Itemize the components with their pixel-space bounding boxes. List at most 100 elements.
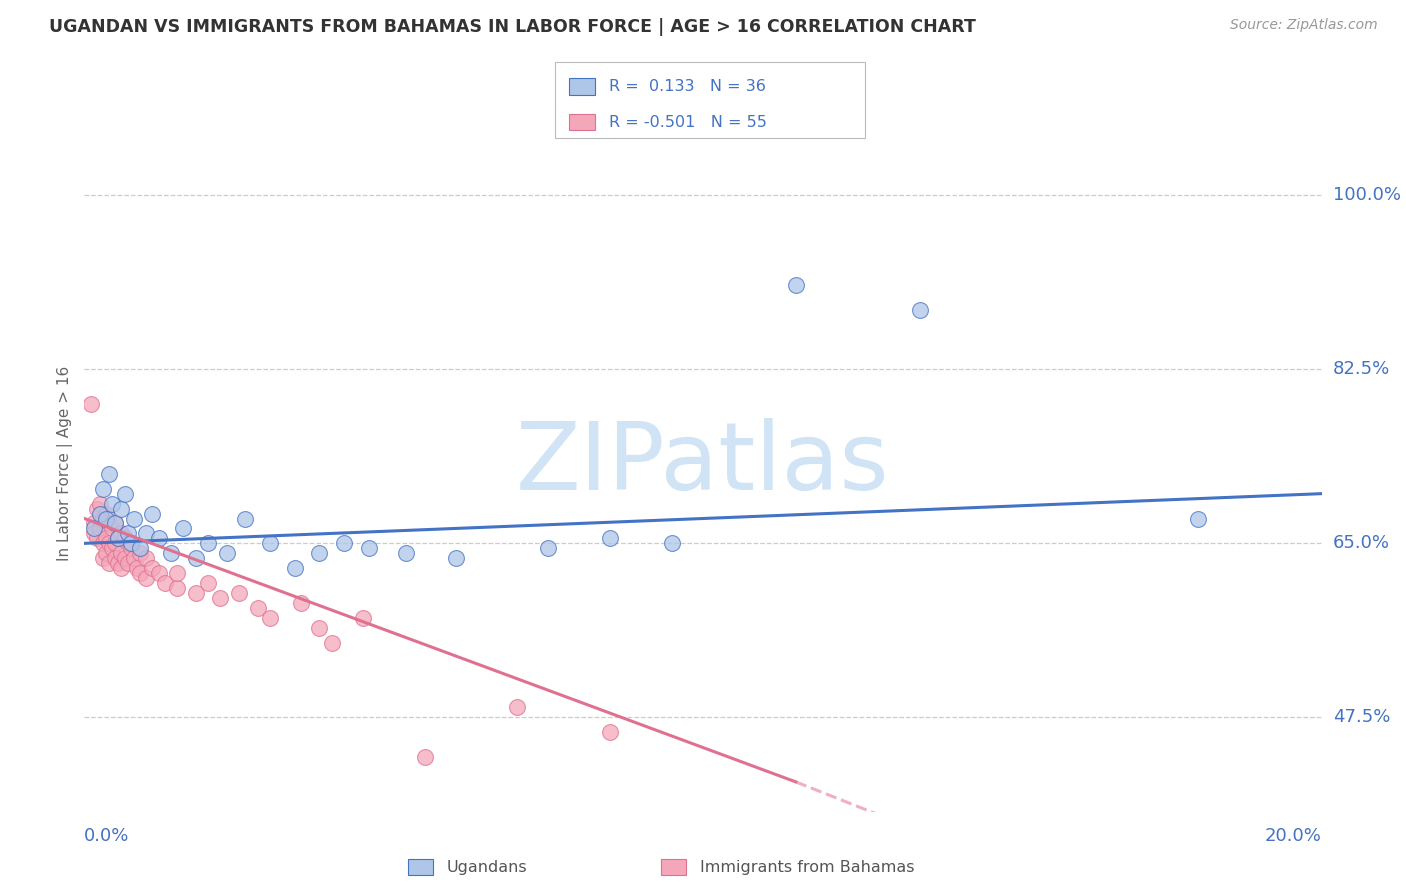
Text: 0.0%: 0.0%	[84, 827, 129, 845]
Point	[333, 536, 356, 550]
Point	[104, 516, 127, 531]
Point	[785, 277, 807, 292]
Point	[104, 536, 127, 550]
Point	[148, 566, 170, 581]
Text: 47.5%: 47.5%	[1333, 708, 1391, 726]
Point	[120, 541, 142, 556]
Text: Ugandans: Ugandans	[447, 860, 527, 874]
Point	[83, 526, 105, 541]
Text: 100.0%: 100.0%	[1333, 186, 1400, 204]
Point	[184, 551, 207, 566]
Point	[98, 536, 121, 550]
Point	[79, 397, 101, 411]
Point	[321, 636, 343, 650]
Point	[91, 536, 114, 550]
Point	[114, 486, 136, 500]
Point	[129, 546, 152, 560]
Point	[107, 532, 129, 546]
Point	[129, 541, 152, 556]
Point	[352, 611, 374, 625]
Point	[117, 536, 139, 550]
Point	[357, 541, 380, 556]
Point	[599, 725, 621, 739]
Point	[395, 546, 418, 560]
Point	[114, 532, 136, 546]
Point	[101, 497, 124, 511]
Point	[259, 611, 281, 625]
Text: Immigrants from Bahamas: Immigrants from Bahamas	[700, 860, 915, 874]
Point	[117, 526, 139, 541]
Point	[122, 551, 145, 566]
Point	[259, 536, 281, 550]
Point	[125, 561, 148, 575]
Point	[129, 566, 152, 581]
Point	[83, 521, 105, 535]
Point	[197, 576, 219, 591]
Point	[104, 551, 127, 566]
Text: R = -0.501   N = 55: R = -0.501 N = 55	[609, 115, 766, 129]
Point	[122, 511, 145, 525]
Text: 20.0%: 20.0%	[1265, 827, 1322, 845]
Point	[233, 511, 256, 525]
Point	[94, 507, 117, 521]
Point	[98, 516, 121, 531]
Point	[661, 536, 683, 550]
Point	[172, 521, 194, 535]
Point	[135, 571, 157, 585]
Point	[141, 507, 163, 521]
Point	[98, 556, 121, 570]
Point	[135, 551, 157, 566]
Point	[537, 541, 560, 556]
Point	[135, 526, 157, 541]
Point	[101, 541, 124, 556]
Point	[141, 561, 163, 575]
Point	[308, 621, 330, 635]
Point	[94, 532, 117, 546]
Point	[89, 521, 111, 535]
Point	[506, 700, 529, 714]
Point	[209, 591, 232, 605]
Y-axis label: In Labor Force | Age > 16: In Labor Force | Age > 16	[58, 367, 73, 561]
Point	[413, 750, 436, 764]
Point	[197, 536, 219, 550]
Point	[1187, 511, 1209, 525]
Point	[110, 546, 132, 560]
Point	[101, 521, 124, 535]
Point	[104, 516, 127, 531]
Point	[107, 556, 129, 570]
Point	[908, 302, 931, 317]
Point	[86, 532, 108, 546]
Point	[444, 551, 467, 566]
Text: 65.0%: 65.0%	[1333, 534, 1389, 552]
Text: 82.5%: 82.5%	[1333, 360, 1391, 378]
Point	[308, 546, 330, 560]
Point	[120, 536, 142, 550]
Point	[290, 596, 312, 610]
Point	[94, 511, 117, 525]
Point	[166, 566, 188, 581]
Point	[83, 516, 105, 531]
Point	[117, 556, 139, 570]
Text: UGANDAN VS IMMIGRANTS FROM BAHAMAS IN LABOR FORCE | AGE > 16 CORRELATION CHART: UGANDAN VS IMMIGRANTS FROM BAHAMAS IN LA…	[49, 18, 976, 36]
Point	[107, 532, 129, 546]
Text: R =  0.133   N = 36: R = 0.133 N = 36	[609, 79, 766, 94]
Point	[94, 546, 117, 560]
Text: ZIPatlas: ZIPatlas	[516, 417, 890, 510]
Point	[91, 511, 114, 525]
Point	[91, 482, 114, 496]
Point	[153, 576, 176, 591]
Point	[91, 551, 114, 566]
Point	[98, 467, 121, 481]
Text: Source: ZipAtlas.com: Source: ZipAtlas.com	[1230, 18, 1378, 32]
Point	[114, 551, 136, 566]
Point	[110, 561, 132, 575]
Point	[89, 507, 111, 521]
Point	[166, 581, 188, 595]
Point	[215, 546, 238, 560]
Point	[160, 546, 183, 560]
Point	[284, 561, 307, 575]
Point	[89, 497, 111, 511]
Point	[228, 586, 250, 600]
Point	[599, 532, 621, 546]
Point	[148, 532, 170, 546]
